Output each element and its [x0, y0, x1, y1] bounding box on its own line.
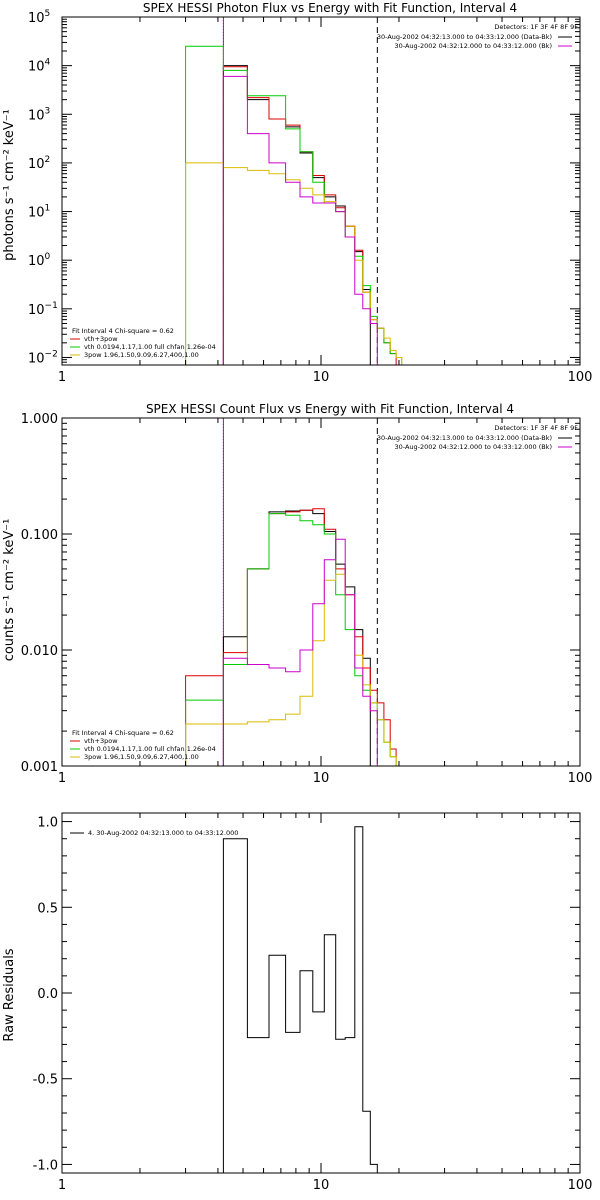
time-legend-text: 30-Aug-2002 04:32:13.000 to 04:33:12.000…: [377, 434, 552, 442]
fit-legend-text: vth+3pow: [84, 737, 118, 745]
y-tick-label: 102: [28, 155, 50, 172]
y-tick-exponent: 2: [45, 155, 51, 165]
time-legend-text: 30-Aug-2002 04:32:12.000 to 04:33:12.000…: [395, 42, 552, 50]
x-tick-label: 10: [313, 1178, 330, 1193]
y-tick-label: 100: [28, 252, 51, 269]
y-tick-label: 10−2: [28, 349, 58, 366]
y-tick-label: 104: [28, 58, 51, 75]
y-tick-exponent: 5: [45, 9, 51, 19]
x-tick-label: 1: [58, 1178, 66, 1193]
residual-legend-text: 4. 30-Aug-2002 04:32:13.000 to 04:33:12.…: [88, 829, 238, 837]
x-tick-label: 1: [58, 771, 66, 786]
y-tick-exponent: 1: [45, 204, 51, 214]
plot-frame: [61, 16, 581, 366]
y-tick-label: 0.010: [21, 644, 58, 659]
y-tick-label: 1.000: [21, 412, 58, 427]
y-tick-label: -1.0: [33, 1158, 58, 1173]
fit-legend-text: 3pow 1.96,1.50,9.09,6.27,400,1.00: [84, 351, 199, 359]
series-line: [222, 509, 371, 766]
fit-header: Fit Interval 4 Chi-square = 0.62: [72, 729, 174, 737]
y-tick-exponent: 3: [45, 106, 51, 116]
count-flux-panel: SPEX HESSI Count Flux vs Energy with Fit…: [2, 402, 592, 786]
x-tick-label: 100: [568, 370, 593, 385]
y-tick-exponent: −2: [45, 349, 58, 359]
series-line: [222, 826, 378, 1173]
x-tick-label: 1: [58, 370, 66, 385]
fit-header: Fit Interval 4 Chi-square = 0.62: [72, 327, 174, 335]
y-axis-label: photons s⁻¹ cm⁻² keV⁻¹: [2, 109, 17, 261]
series-line: [185, 573, 397, 766]
time-legend-text: 30-Aug-2002 04:32:12.000 to 04:33:12.000…: [395, 443, 552, 451]
y-axis-label: counts s⁻¹ cm⁻² keV⁻¹: [2, 519, 17, 662]
x-tick-label: 100: [568, 1178, 593, 1193]
y-tick-label: 101: [28, 204, 50, 221]
y-tick-label: -0.5: [33, 1073, 58, 1088]
x-axis: 1 10 100: [58, 813, 593, 1193]
fit-legend-text: vth+3pow: [84, 335, 118, 343]
fit-legend-text: vth 0.0194,1.17,1.00 full chfan 1.26e-04: [84, 745, 216, 753]
time-legend-text: 30-Aug-2002 04:32:13.000 to 04:33:12.000…: [377, 33, 552, 41]
y-tick-label: 0.5: [37, 901, 58, 916]
series-line: [222, 538, 378, 766]
y-axis: 1.000 0.100 0.010 0.001: [21, 412, 580, 775]
x-tick-label: 100: [568, 771, 593, 786]
y-tick-label: 10−1: [28, 301, 58, 318]
chart-title: SPEX HESSI Photon Flux vs Energy with Fi…: [143, 1, 517, 15]
plot-frame: [61, 417, 581, 767]
series-line: [222, 65, 371, 365]
plot-area: [185, 418, 397, 766]
y-tick-label: 1.0: [37, 816, 58, 831]
photon-flux-panel: SPEX HESSI Photon Flux vs Energy with Fi…: [2, 1, 592, 385]
x-tick-label: 10: [313, 370, 330, 385]
series-line: [185, 45, 403, 365]
fit-legend-text: vth 0.0194,1.17,1.00 full chfan 1.26e-04: [84, 343, 216, 351]
plot-area: [185, 17, 403, 365]
y-axis: 1.0 0.5 0.0 -0.5 -1.0: [33, 816, 580, 1173]
series-line: [185, 508, 397, 766]
y-tick-exponent: 0: [45, 252, 51, 262]
y-axis-label: Raw Residuals: [2, 948, 17, 1041]
plot-area: [222, 826, 378, 1173]
residuals-panel: Raw Residuals 1 10 100 1.0 0.5 0.0 -0.5 -1.0 4.…: [2, 812, 593, 1193]
y-tick-label: 0.0: [37, 987, 58, 1002]
series-line: [222, 75, 378, 365]
y-tick-label: 103: [28, 106, 50, 123]
y-tick-label: 0.001: [21, 760, 58, 775]
y-tick-exponent: −1: [45, 301, 58, 311]
y-tick-label: 0.100: [21, 528, 58, 543]
series-line: [185, 513, 397, 766]
series-line: [185, 162, 403, 365]
y-tick-exponent: 4: [45, 58, 51, 68]
x-tick-label: 10: [313, 771, 330, 786]
fit-legend-text: 3pow 1.96,1.50,9.09,6.27,400,1.00: [84, 753, 199, 761]
detector-label: Detectors: 1F 3F 4F 8F 9F: [494, 23, 578, 31]
y-tick-label: 105: [28, 9, 50, 26]
detector-label: Detectors: 1F 3F 4F 8F 9F: [494, 424, 578, 432]
chart-title: SPEX HESSI Count Flux vs Energy with Fit…: [146, 402, 514, 416]
plot-frame: [61, 812, 581, 1174]
